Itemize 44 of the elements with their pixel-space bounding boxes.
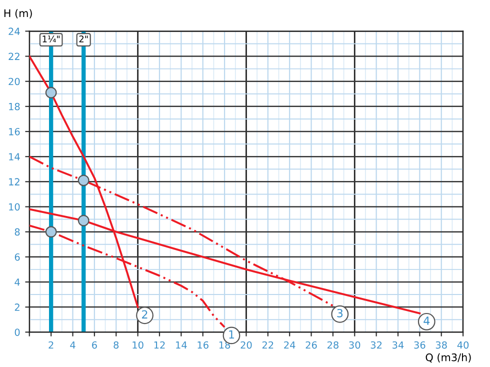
x-tick-label: 12 [154,341,165,349]
x-axis-title: Q (m3/h) [426,353,471,362]
y-tick-label: 10 [9,203,20,211]
series-label: 2 [142,310,148,318]
annotation: 2" [79,36,88,42]
y-tick-label: 18 [9,102,20,110]
y-tick-label: 22 [8,52,20,60]
series-label: 3 [337,308,343,318]
series-label: 4 [424,316,430,325]
y-tick-label: 6 [14,253,20,261]
x-tick-label: 40 [457,341,469,349]
y-tick-label: 20 [8,78,20,86]
x-tick-label: 32 [370,341,382,349]
x-tick-label: 30 [349,341,360,349]
y-tick-label: 2 [14,304,20,311]
x-tick-label: 10 [132,341,144,349]
x-tick-label: 22 [262,341,274,349]
x-tick-label: 16 [198,341,208,349]
series-label: 1 [229,330,234,339]
y-tick-label: 16 [9,128,20,136]
point [45,226,57,238]
y-tick-label: 14 [9,153,20,160]
point [45,86,57,98]
x-tick-label: 26 [306,341,317,349]
x-tick-label: 4 [70,341,76,349]
y-tick-label: 0 [14,328,20,336]
x-tick-label: 2 [48,341,54,349]
y-tick-label: 8 [14,228,20,236]
y-axis-title: H (m) [4,9,32,18]
y-tick-label: 24 [8,28,20,35]
y-tick-label: 4 [14,278,20,286]
point [78,174,90,186]
x-tick-label: 28 [327,341,338,349]
x-tick-label: 34 [392,341,404,349]
x-tick-label: 38 [436,341,447,349]
x-tick-label: 24 [284,341,296,349]
x-tick-label: 8 [114,341,119,349]
x-tick-label: 6 [92,341,97,349]
x-tick-label: 36 [414,341,426,349]
y-tick-label: 12 [9,178,20,186]
point [78,214,90,226]
x-tick-label: 14 [176,341,187,349]
x-tick-label: 20 [240,341,252,349]
annotation: 1¼" [42,36,60,42]
